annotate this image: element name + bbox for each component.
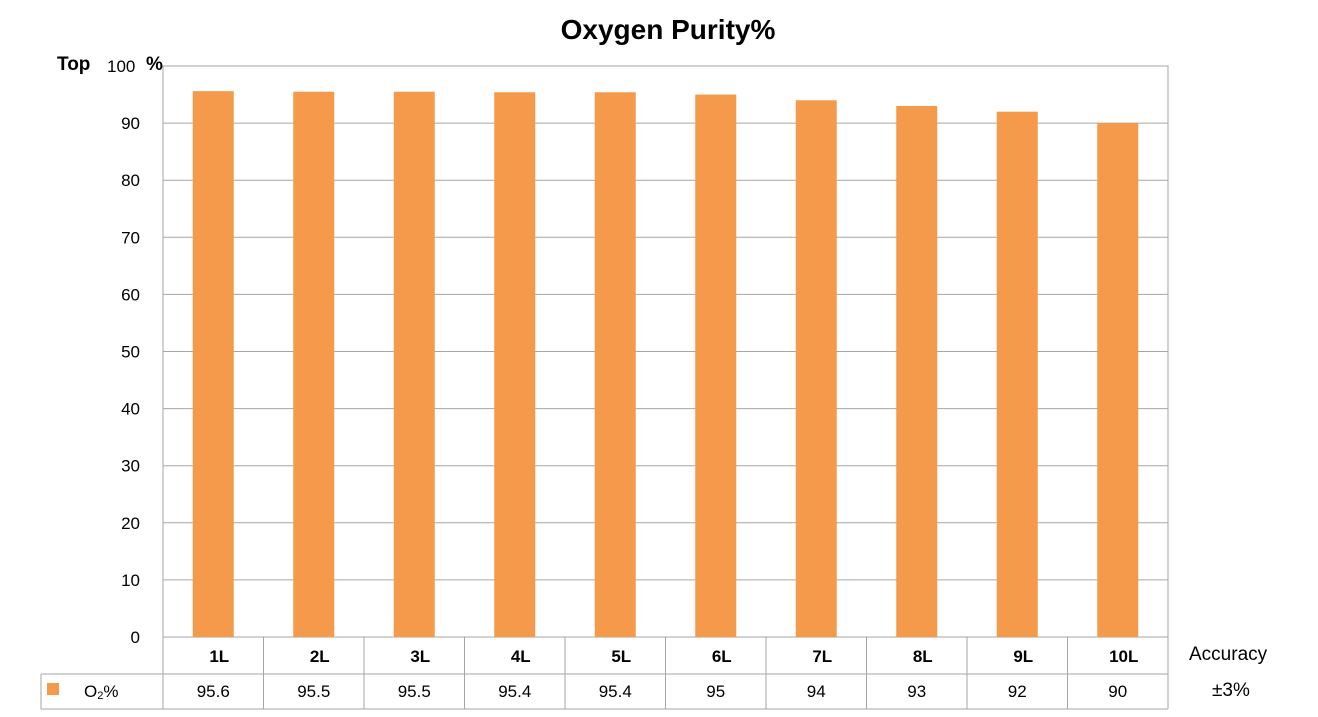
y-tick-label: 70 [121, 228, 140, 247]
y-axis-top-label: Top [57, 54, 91, 75]
y-tick-label: 20 [121, 514, 140, 533]
bar [795, 100, 837, 637]
bar [695, 94, 737, 638]
value-label: 95.4 [599, 682, 632, 701]
category-label: 9L [1013, 647, 1033, 666]
y-tick-label: 0 [131, 628, 140, 647]
legend-swatch [47, 683, 59, 695]
value-label: 95.5 [398, 682, 431, 701]
bar [594, 92, 636, 638]
y-tick-label: 90 [121, 114, 140, 133]
y-axis-ticks: 0 10 20 30 40 50 60 70 80 90 100 [107, 57, 140, 647]
data-table: 1L 95.6 2L 95.5 3L 95.5 4L 95.4 5L 95.4 6L 95 7L 94 8L… [40, 637, 1169, 710]
category-label: 10L [1109, 647, 1138, 666]
value-label: 94 [807, 682, 826, 701]
legend-label-subscript: 2 [97, 690, 104, 702]
value-label: 95.4 [498, 682, 531, 701]
bar [293, 91, 335, 637]
y-tick-label: 80 [121, 171, 140, 190]
category-label: 5L [611, 647, 631, 666]
accuracy-label: Accuracy [1189, 644, 1268, 665]
y-tick-label: 60 [121, 285, 140, 304]
category-label: 4L [511, 647, 531, 666]
value-label: 92 [1008, 682, 1027, 701]
value-label: 95 [706, 682, 725, 701]
accuracy-value: ±3% [1212, 680, 1250, 701]
bar [896, 105, 938, 638]
y-tick-label: 50 [121, 343, 140, 362]
y-tick-label: 40 [121, 400, 140, 419]
bars [192, 91, 1139, 638]
y-axis-unit-label: % [146, 54, 163, 75]
legend-label: O2% [84, 682, 118, 702]
chart-title: Oxygen Purity% [560, 14, 776, 45]
bar [192, 91, 234, 637]
category-label: 3L [410, 647, 430, 666]
category-label: 6L [712, 647, 732, 666]
y-tick-label: 10 [121, 571, 140, 590]
category-label: 1L [209, 647, 229, 666]
bar [996, 111, 1038, 638]
bar [494, 92, 536, 638]
legend-label-main: O [84, 682, 98, 701]
value-label: 95.5 [297, 682, 330, 701]
bar [393, 91, 435, 637]
category-label: 8L [913, 647, 933, 666]
category-label: 2L [310, 647, 330, 666]
bar [1097, 123, 1139, 638]
legend-label-suffix: % [103, 682, 119, 701]
y-tick-label: 30 [121, 457, 140, 476]
category-label: 7L [812, 647, 832, 666]
value-label: 93 [907, 682, 926, 701]
value-label: 90 [1108, 682, 1127, 701]
value-label: 95.6 [197, 682, 230, 701]
y-tick-label: 100 [107, 57, 135, 76]
